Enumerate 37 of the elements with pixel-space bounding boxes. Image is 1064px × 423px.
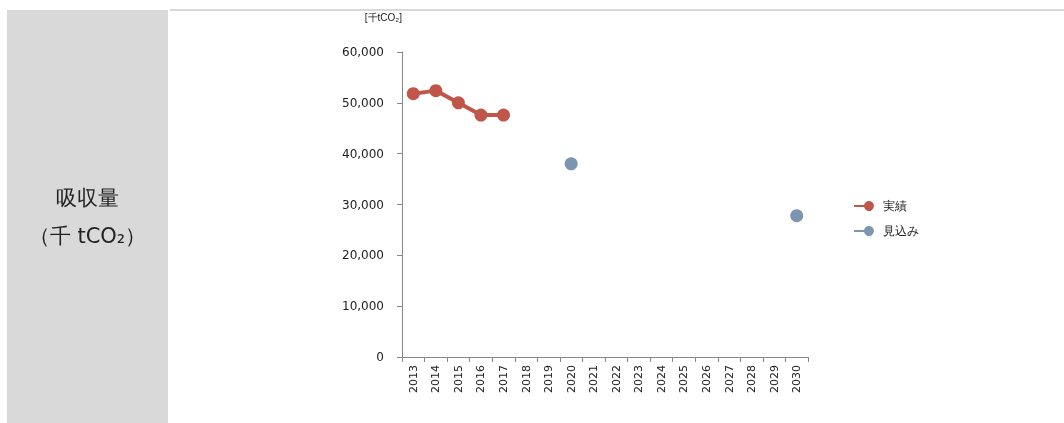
y-tick-label: 50,000 bbox=[342, 95, 384, 110]
x-tick-label: 2019 bbox=[542, 365, 556, 393]
point bbox=[451, 96, 465, 110]
point bbox=[474, 108, 488, 122]
point bbox=[497, 108, 510, 122]
y-axis-title: [千tCO₂] bbox=[364, 11, 403, 23]
x-tick-label: 2014 bbox=[429, 365, 443, 393]
x-tick-label: 2028 bbox=[745, 365, 759, 393]
x-tick-label: 2026 bbox=[700, 365, 713, 393]
x-tick-label: 2017 bbox=[497, 365, 510, 393]
x-tick-label: 2021 bbox=[587, 365, 601, 393]
point bbox=[790, 209, 804, 223]
x-tick-label: 2013 bbox=[406, 365, 420, 393]
y-tick-label: 0 bbox=[376, 350, 384, 364]
x-tick-label: 2022 bbox=[609, 365, 623, 393]
y-tick-label: 10,000 bbox=[342, 299, 384, 314]
point bbox=[406, 87, 420, 101]
x-tick-label: 2016 bbox=[474, 365, 488, 393]
text: 吸収量 bbox=[56, 184, 119, 212]
x-tick-label: 2018 bbox=[519, 365, 533, 393]
y-tick-label: 60,000 bbox=[342, 45, 384, 59]
x-tick-label: 2030 bbox=[790, 365, 804, 393]
y-tick-label: 20,000 bbox=[342, 248, 384, 263]
point bbox=[429, 84, 443, 98]
y-tick-label: 30,000 bbox=[342, 197, 384, 212]
legend-label: 実績 bbox=[883, 199, 907, 213]
x-tick-label: 2027 bbox=[722, 365, 736, 393]
y-tick-label: 40,000 bbox=[342, 146, 384, 161]
point bbox=[564, 157, 578, 171]
legend-label: 見込み bbox=[883, 224, 919, 238]
x-tick-label: 2025 bbox=[677, 365, 691, 393]
x-tick-label: 2023 bbox=[632, 365, 646, 393]
x-tick-label: 2015 bbox=[451, 365, 465, 393]
x-tick-label: 2024 bbox=[654, 365, 668, 393]
x-tick-label: 2029 bbox=[767, 365, 781, 393]
text: （千 tCO₂） bbox=[28, 222, 147, 250]
x-tick-label: 2020 bbox=[564, 365, 578, 393]
